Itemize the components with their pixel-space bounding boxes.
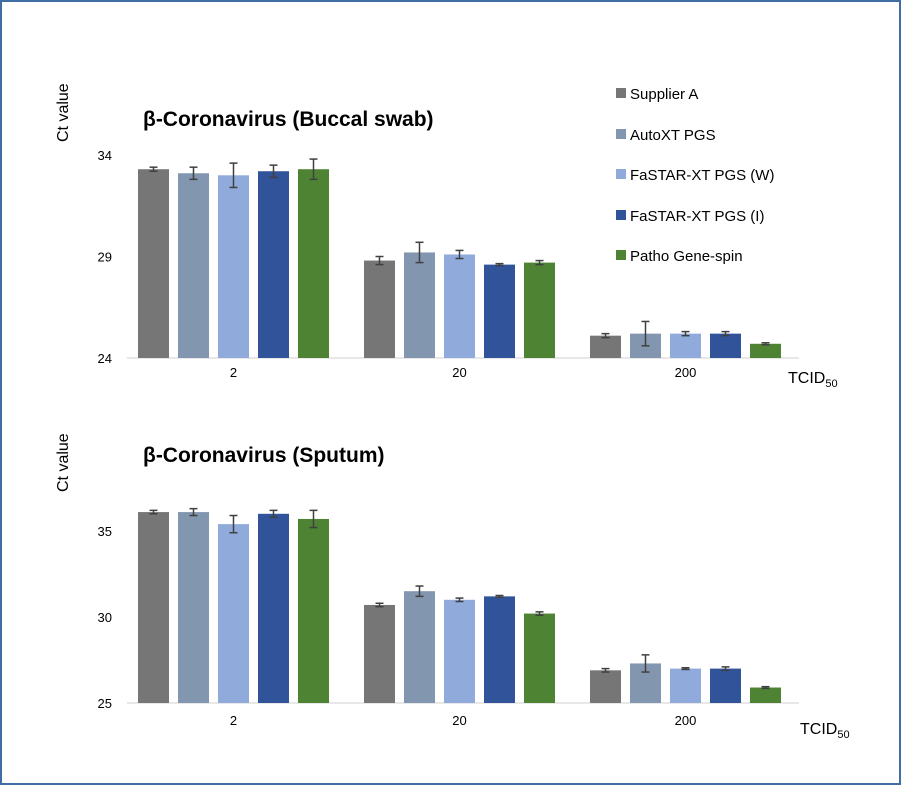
chart2-bar [258, 513, 289, 703]
chart2-y-tick-label: 30 [98, 610, 112, 625]
chart1-x-axis-label-sub: 50 [825, 378, 837, 390]
chart2-x-tick-label: 20 [452, 713, 466, 728]
chart2-x-axis-label-sub: 50 [837, 729, 849, 741]
legend-swatch-autoxt-pgs [616, 129, 626, 139]
legend-swatch-supplier-a [616, 88, 626, 98]
chart2-bar [590, 670, 621, 703]
chart1-bar [218, 175, 249, 358]
plot-layer: 24 29 34 2 20 200 25 30 35 2 20 200 [98, 148, 799, 728]
chart1-y-axis-label: Ct value [55, 83, 72, 142]
chart1-y-tick-label: 24 [98, 351, 112, 366]
chart2-title: β-Coronavirus (Sputum) [143, 444, 384, 467]
chart2-bar [298, 518, 329, 703]
chart1-bar [590, 335, 621, 358]
chart2-bar [178, 512, 209, 703]
chart2-bar [364, 604, 395, 703]
chart2-bar [484, 596, 515, 703]
chart2-y-tick-label: 25 [98, 696, 112, 711]
chart2-bar [138, 512, 169, 703]
legend-label-fastar-i: FaSTAR-XT PGS (I) [630, 208, 764, 225]
chart1-bar [524, 262, 555, 358]
legend-label-supplier-a: Supplier A [630, 86, 698, 103]
chart2-x-tick-label: 2 [230, 713, 237, 728]
chart2-bar [670, 668, 701, 703]
chart1-bar [750, 343, 781, 358]
legend-label-patho-gene-spin: Patho Gene-spin [630, 248, 743, 265]
chart1-x-tick-label: 200 [675, 365, 697, 380]
chart2-bar [710, 668, 741, 703]
chart1-y-tick-label: 34 [98, 148, 112, 163]
legend-label-autoxt-pgs: AutoXT PGS [630, 127, 716, 144]
chart2-y-tick-label: 35 [98, 524, 112, 539]
legend-swatch-fastar-i [616, 210, 626, 220]
chart2-x-axis-label: TCID50 [800, 721, 850, 741]
chart1-bar [298, 169, 329, 358]
chart1-bar [710, 333, 741, 358]
chart1-bar [444, 254, 475, 358]
chart1-y-tick-label: 29 [98, 250, 112, 265]
chart2-bar [524, 613, 555, 703]
chart1-bar [404, 252, 435, 358]
chart1-x-axis-label: TCID50 [788, 370, 838, 390]
chart2-bar [444, 599, 475, 703]
chart1-bar [364, 260, 395, 358]
chart1-bar [178, 173, 209, 358]
chart1-bar [258, 171, 289, 358]
chart2-bar [404, 591, 435, 703]
chart1-title: β-Coronavirus (Buccal swab) [143, 108, 434, 131]
legend-label-fastar-w: FaSTAR-XT PGS (W) [630, 167, 774, 184]
chart1-x-tick-label: 2 [230, 365, 237, 380]
legend-swatch-fastar-w [616, 169, 626, 179]
chart1-bar [138, 169, 169, 358]
chart1-bar [484, 264, 515, 358]
legend: Supplier A AutoXT PGS FaSTAR-XT PGS (W) … [616, 86, 774, 265]
chart2-bar [218, 524, 249, 703]
chart1-x-tick-label: 20 [452, 365, 466, 380]
chart1-bar [670, 333, 701, 358]
legend-swatch-patho-gene-spin [616, 250, 626, 260]
chart2-x-axis-label-main: TCID [800, 721, 837, 738]
chart1-x-axis-label-main: TCID [788, 370, 825, 387]
chart2-x-tick-label: 200 [675, 713, 697, 728]
chart2-y-axis-label: Ct value [55, 433, 72, 492]
chart2-bar [750, 687, 781, 703]
